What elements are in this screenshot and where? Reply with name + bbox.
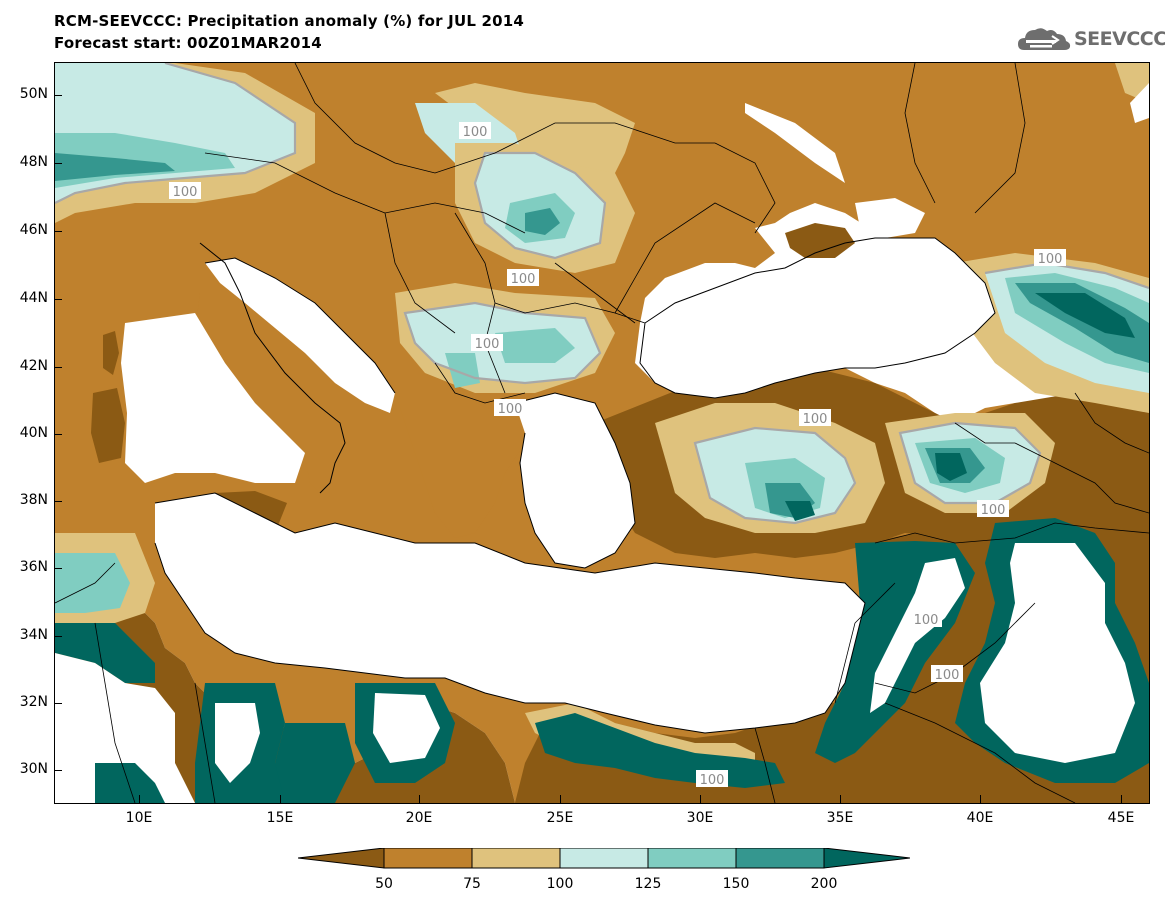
longitude-tick-label: 10E — [125, 810, 153, 826]
colorbar-tick-label: 50 — [375, 876, 393, 892]
contour-label: 100 — [173, 185, 198, 200]
latitude-tick-label: 46N — [19, 222, 48, 238]
latitude-tick-mark — [54, 703, 62, 704]
longitude-tick-mark — [700, 795, 701, 803]
contour-label: 100 — [475, 337, 500, 352]
longitude-tick-label: 45E — [1107, 810, 1135, 826]
colorbar-segment — [383, 848, 473, 869]
colorbar-tick-label: 75 — [463, 876, 481, 892]
contour-label-box — [507, 269, 539, 286]
longitude-tick-mark — [419, 795, 420, 803]
latitude-tick-mark — [54, 231, 62, 232]
colorbar-segment — [471, 848, 561, 869]
contour-label-box — [799, 409, 831, 426]
colorbar-legend — [298, 848, 910, 869]
cloud-icon — [1018, 28, 1071, 50]
latitude-tick-label: 50N — [19, 86, 48, 102]
longitude-tick-label: 15E — [266, 810, 294, 826]
crimea-landmass — [785, 223, 855, 258]
caspian-edge-sea — [1130, 83, 1149, 123]
contour-label-box — [910, 610, 942, 627]
tyrrhenian-sea — [121, 313, 305, 483]
contour-label-box — [471, 334, 503, 351]
colorbar-tick-label: 200 — [810, 876, 838, 892]
latitude-tick-mark — [54, 636, 62, 637]
colorbar-tick-label: 100 — [546, 876, 574, 892]
latitude-tick-label: 48N — [19, 154, 48, 170]
latitude-tick-label: 42N — [19, 358, 48, 374]
colorbar-tick-label: 150 — [722, 876, 750, 892]
colorbar-segment — [647, 848, 737, 869]
black-sea — [640, 238, 995, 398]
contour-labels: 100 100 100 100 100 100 100 100 100 100 100 — [169, 122, 1066, 788]
italy-landmass — [195, 243, 345, 493]
precipitation-anomaly-map[interactable]: 100 100 100 100 100 100 100 100 100 100 100 — [55, 63, 1149, 803]
longitude-tick-mark — [280, 795, 281, 803]
coastlines — [154, 237, 996, 734]
longitude-tick-label: 25E — [546, 810, 574, 826]
latitude-tick-mark — [54, 95, 62, 96]
longitude-tick-mark — [560, 795, 561, 803]
map-panel[interactable]: 100 100 100 100 100 100 100 100 100 100 100 — [54, 62, 1150, 804]
longitude-tick-mark — [139, 795, 140, 803]
contour-label-box — [169, 182, 201, 199]
contour-label: 100 — [511, 272, 536, 287]
longitude-tick-mark — [980, 795, 981, 803]
contour-label: 100 — [981, 503, 1006, 518]
contour-label: 100 — [463, 125, 488, 140]
sardinia-island — [91, 388, 125, 463]
contour-label: 100 — [1038, 252, 1063, 267]
anomaly-fields — [55, 63, 1149, 803]
colorbar-tick-label: 125 — [634, 876, 662, 892]
latitude-tick-mark — [54, 568, 62, 569]
latitude-tick-label: 38N — [19, 492, 48, 508]
logo-text: SEEVCCC — [1074, 28, 1165, 50]
latitude-tick-label: 40N — [19, 425, 48, 441]
longitude-tick-label: 30E — [686, 810, 714, 826]
contour-label-box — [459, 122, 491, 139]
sea-of-azov — [855, 198, 925, 238]
contour-label-box — [1034, 249, 1066, 266]
contour-label: 100 — [803, 412, 828, 427]
colorbar-segment — [559, 848, 649, 869]
longitude-tick-label: 40E — [966, 810, 994, 826]
contour-label: 100 — [914, 613, 939, 628]
aegean-sea — [515, 393, 635, 568]
longitude-tick-label: 20E — [405, 810, 433, 826]
corsica-island — [103, 331, 119, 375]
mediterranean-sea — [155, 493, 865, 733]
contour-label-box — [977, 500, 1009, 517]
contour-label: 100 — [498, 402, 523, 417]
contour-label-box — [696, 770, 728, 787]
seevccc-logo: SEEVCCC — [1016, 22, 1165, 56]
contour-100-lines — [55, 63, 1149, 525]
country-borders — [55, 63, 1149, 803]
latitude-tick-label: 36N — [19, 559, 48, 575]
latitude-tick-mark — [54, 163, 62, 164]
latitude-tick-label: 30N — [19, 761, 48, 777]
latitude-tick-mark — [54, 770, 62, 771]
contour-label: 100 — [935, 668, 960, 683]
colorbar-low-arrow — [298, 848, 385, 869]
contour-label: 100 — [700, 773, 725, 788]
forecast-start-label: Forecast start: 00Z01MAR2014 — [54, 34, 322, 52]
river-dnieper — [745, 103, 845, 183]
longitude-tick-mark — [1121, 795, 1122, 803]
longitude-tick-label: 35E — [826, 810, 854, 826]
adriatic-sea — [205, 258, 395, 413]
greece-landmass — [395, 333, 525, 538]
latitude-tick-label: 32N — [19, 694, 48, 710]
latitude-tick-mark — [54, 434, 62, 435]
contour-label-box — [494, 399, 526, 416]
latitude-tick-mark — [54, 299, 62, 300]
colorbar-segment — [735, 848, 825, 869]
longitude-tick-mark — [840, 795, 841, 803]
latitude-tick-label: 34N — [19, 627, 48, 643]
latitude-tick-label: 44N — [19, 290, 48, 306]
colorbar-high-arrow — [823, 848, 910, 869]
latitude-tick-mark — [54, 367, 62, 368]
contour-label-box — [931, 665, 963, 682]
map-title: RCM-SEEVCCC: Precipitation anomaly (%) f… — [54, 12, 525, 30]
latitude-tick-mark — [54, 501, 62, 502]
